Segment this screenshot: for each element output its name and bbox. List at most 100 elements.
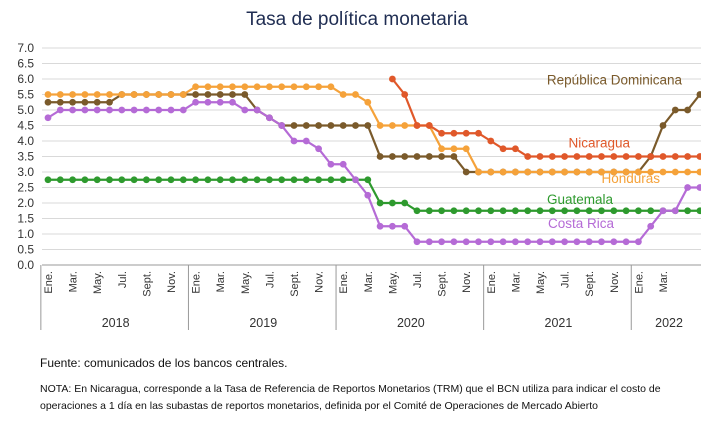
data-point	[696, 153, 701, 160]
data-point	[204, 176, 212, 184]
data-point	[69, 91, 76, 98]
y-tick-label: 7.0	[17, 41, 34, 55]
data-point	[315, 122, 322, 129]
series-line	[48, 93, 701, 174]
data-point	[179, 91, 187, 98]
data-point	[364, 122, 372, 129]
data-point	[499, 168, 507, 176]
data-point	[167, 176, 175, 184]
x-tick-label: Mar.	[658, 271, 670, 292]
data-point	[536, 168, 544, 176]
data-point	[561, 207, 568, 215]
data-point	[438, 129, 445, 137]
x-tick-label: Ene.	[486, 271, 498, 294]
data-point	[253, 176, 261, 184]
data-point	[327, 122, 335, 129]
data-point	[475, 238, 482, 246]
data-point	[44, 98, 52, 106]
data-point	[118, 176, 126, 184]
data-point	[253, 106, 261, 114]
data-point	[610, 238, 618, 246]
data-point	[118, 91, 126, 98]
series-lines	[44, 75, 701, 246]
data-point	[524, 207, 532, 215]
data-point	[425, 122, 433, 129]
data-point	[696, 168, 701, 176]
data-point	[106, 98, 113, 106]
y-tick-label: 4.5	[17, 119, 34, 133]
data-point	[302, 122, 310, 129]
data-point	[364, 98, 372, 106]
data-point	[339, 176, 347, 184]
data-point	[659, 168, 667, 176]
data-point	[179, 176, 187, 184]
data-point	[450, 238, 458, 246]
data-point	[364, 176, 372, 184]
data-point	[339, 122, 347, 129]
series-guatemala	[44, 176, 701, 215]
data-point	[179, 106, 187, 114]
y-tick-label: 2.0	[17, 196, 34, 210]
data-point	[610, 168, 618, 176]
x-tick-label: Ene.	[633, 271, 645, 294]
data-point	[56, 91, 64, 98]
data-point	[635, 153, 642, 160]
data-point	[130, 91, 138, 98]
series-honduras	[44, 83, 701, 176]
data-point	[635, 168, 642, 176]
data-point	[499, 145, 507, 153]
data-point	[561, 168, 568, 176]
x-tick-label: Nov.	[166, 271, 178, 293]
data-point	[573, 238, 581, 246]
data-point	[155, 106, 163, 114]
data-point	[512, 168, 519, 176]
x-tick-label: Jul.	[412, 271, 424, 288]
data-point	[462, 207, 470, 215]
x-tick-label: Mar.	[215, 271, 227, 292]
data-point	[425, 238, 433, 246]
data-point	[647, 207, 655, 215]
x-tick-label: May.	[92, 271, 104, 294]
x-tick-label: Sept.	[141, 271, 153, 297]
data-point	[216, 83, 224, 91]
data-point	[450, 129, 458, 137]
data-point	[450, 207, 458, 215]
data-point	[696, 184, 701, 191]
data-point	[389, 199, 396, 207]
data-point	[425, 153, 433, 160]
data-point	[684, 207, 691, 215]
x-tick-label: May.	[387, 271, 399, 294]
data-point	[376, 153, 384, 160]
data-point	[376, 222, 384, 230]
data-point	[598, 153, 605, 160]
data-point	[548, 168, 556, 176]
data-point	[376, 122, 384, 129]
data-point	[622, 238, 630, 246]
data-point	[487, 168, 495, 176]
data-point	[573, 168, 581, 176]
series-republica-dominicana	[44, 91, 701, 176]
y-tick-label: 1.5	[17, 212, 34, 226]
data-point	[536, 207, 544, 215]
data-point	[487, 207, 495, 215]
data-point	[438, 153, 445, 160]
data-point	[44, 91, 52, 98]
y-tick-label: 6.5	[17, 57, 34, 71]
data-point	[81, 176, 89, 184]
data-point	[81, 91, 89, 98]
data-point	[413, 122, 421, 129]
data-point	[389, 222, 396, 230]
y-tick-label: 1.0	[17, 227, 34, 241]
x-tick-label: Sept.	[584, 271, 596, 297]
data-point	[93, 91, 101, 98]
data-point	[475, 129, 482, 137]
data-point	[598, 168, 605, 176]
x-tick-label: Mar.	[363, 271, 375, 292]
data-point	[93, 106, 101, 114]
chart-title: Tasa de política monetaria	[246, 9, 468, 30]
data-point	[512, 145, 519, 153]
data-point	[684, 168, 691, 176]
data-point	[204, 91, 212, 98]
series-label: Nicaragua	[568, 136, 630, 151]
y-tick-label: 5.5	[17, 88, 34, 102]
